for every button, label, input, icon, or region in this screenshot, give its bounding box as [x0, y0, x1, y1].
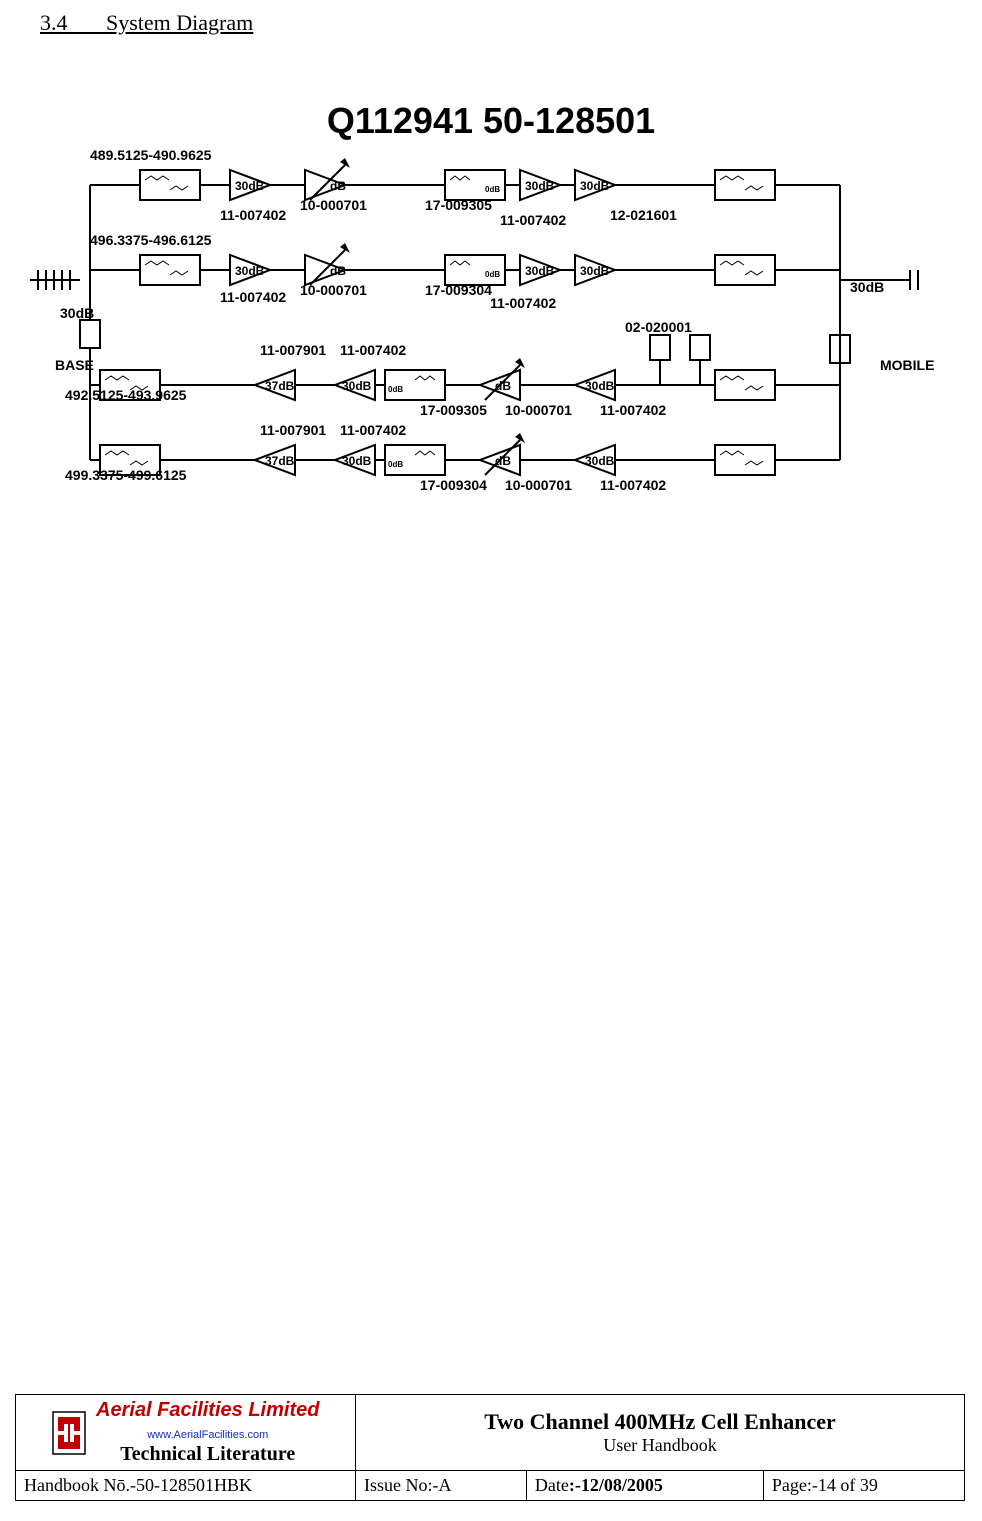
date-val: :-12/08/2005: [569, 1475, 663, 1495]
amp-r2-2-part: 11-007402: [490, 295, 556, 311]
duplexer-l1: [140, 170, 200, 200]
duplexer-r2: [715, 255, 775, 285]
diagram-title: Q112941 50-128501: [0, 100, 982, 142]
amp-r2-3-gain: 30dB: [580, 264, 610, 278]
base-att-label: 30dB: [60, 305, 94, 321]
filter-r4-part: 17-009304: [420, 477, 487, 493]
amp-r4-30-part: 11-007402: [340, 422, 406, 438]
amp-r4-last-gain: 30dB: [585, 454, 615, 468]
mobile-label: MOBILE: [880, 357, 934, 373]
filter-r2-zdb: 0dB: [485, 270, 500, 279]
duplexer-l2: [140, 255, 200, 285]
splitter-part: 02-020001: [625, 319, 692, 335]
amp-r2-1-part: 11-007402: [220, 289, 286, 305]
varatt-r4-part: 10-000701: [505, 477, 572, 493]
filter-r1-zdb: 0dB: [485, 185, 500, 194]
issue-cell: Issue No:-A: [356, 1471, 527, 1501]
filter-r3-part: 17-009305: [420, 402, 487, 418]
duplexer-r3: [715, 370, 775, 400]
doc-title-sub: User Handbook: [603, 1435, 716, 1455]
varatt-r1-part: 10-000701: [300, 197, 367, 213]
amp-r4-37-part: 11-007901: [260, 422, 326, 438]
freq-r2: 496.3375-496.6125: [90, 232, 212, 248]
filter-r1-part: 17-009305: [425, 197, 492, 213]
duplexer-r4: [715, 445, 775, 475]
handbook-cell: Handbook Nō.-50-128501HBK: [16, 1471, 356, 1501]
logo-url: www.AerialFacilities.com: [147, 1429, 268, 1441]
filter-r4-zdb: 0dB: [388, 460, 403, 469]
logo-top: Aerial Facilities Limited: [96, 1399, 319, 1421]
amp-r2-2-gain: 30dB: [525, 264, 555, 278]
system-diagram: 30dB BASE 489.5125-490.9625 30dB 11-0074…: [30, 140, 960, 520]
page-label: Page: [772, 1475, 807, 1495]
logo-cell: Aerial Facilities Limited www.AerialFaci…: [16, 1395, 356, 1471]
amp-r3-37-part: 11-007901: [260, 342, 326, 358]
footer-table: Aerial Facilities Limited www.AerialFaci…: [15, 1394, 965, 1501]
varatt-r1-db: dB: [330, 179, 346, 193]
amp-r3-37-gain: 37dB: [265, 379, 295, 393]
base-port: [30, 270, 80, 290]
logo-icon: [52, 1411, 86, 1455]
mobile-att-label: 30dB: [850, 279, 884, 295]
amp-r1-2-part: 11-007402: [500, 212, 566, 228]
filter-r2-part: 17-009304: [425, 282, 492, 298]
amp-r4-37-gain: 37dB: [265, 454, 295, 468]
doc-title-main: Two Channel 400MHz Cell Enhancer: [484, 1409, 836, 1434]
splitter-b: [690, 335, 710, 360]
amp-r1-2-gain: 30dB: [525, 179, 555, 193]
amp-r3-30-part: 11-007402: [340, 342, 406, 358]
section-number: 3.4: [40, 10, 68, 35]
logo-bottom: Technical Literature: [120, 1443, 295, 1465]
splitter-a: [650, 335, 670, 360]
amp-r4-30-gain: 30dB: [342, 454, 372, 468]
section-title: System Diagram: [106, 10, 253, 35]
amp-r4-last-part: 11-007402: [600, 477, 666, 493]
filter-r3-zdb: 0dB: [388, 385, 403, 394]
section-heading: 3.4 System Diagram: [40, 10, 253, 36]
amp-r1-1-gain: 30dB: [235, 179, 265, 193]
varatt-r4-db: dB: [495, 454, 511, 468]
amp-r3-last-gain: 30dB: [585, 379, 615, 393]
amp-r1-1-part: 11-007402: [220, 207, 286, 223]
duplexer-r1: [715, 170, 775, 200]
page-val: :-14 of 39: [807, 1475, 878, 1495]
varatt-r2-part: 10-000701: [300, 282, 367, 298]
amp-r2-1-gain: 30dB: [235, 264, 265, 278]
date-label: Date: [535, 1475, 569, 1495]
amp-r3-30-gain: 30dB: [342, 379, 372, 393]
varatt-r3-db: dB: [495, 379, 511, 393]
page-cell: Page:-14 of 39: [763, 1471, 964, 1501]
date-cell: Date:-12/08/2005: [526, 1471, 763, 1501]
amp-r3-last-part: 11-007402: [600, 402, 666, 418]
doc-title-cell: Two Channel 400MHz Cell Enhancer User Ha…: [356, 1395, 965, 1471]
base-label: BASE: [55, 357, 94, 373]
amp-r1-3-gain: 30dB: [580, 179, 610, 193]
base-attenuator: [80, 320, 100, 348]
varatt-r3-part: 10-000701: [505, 402, 572, 418]
freq-r1: 489.5125-490.9625: [90, 147, 212, 163]
varatt-r2-db: dB: [330, 264, 346, 278]
amp-r1-3-part: 12-021601: [610, 207, 677, 223]
